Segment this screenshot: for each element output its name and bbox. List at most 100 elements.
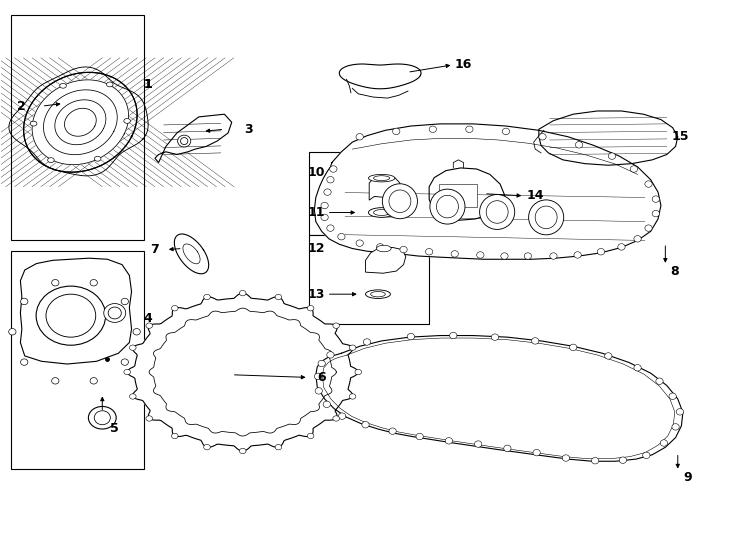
Ellipse shape: [308, 306, 314, 311]
Ellipse shape: [129, 345, 136, 350]
Ellipse shape: [634, 364, 642, 371]
Ellipse shape: [535, 206, 557, 228]
Ellipse shape: [330, 166, 337, 172]
Ellipse shape: [608, 153, 616, 159]
Ellipse shape: [474, 441, 482, 447]
Ellipse shape: [570, 344, 577, 350]
Ellipse shape: [374, 210, 390, 215]
Ellipse shape: [502, 128, 509, 134]
Polygon shape: [369, 176, 400, 200]
Ellipse shape: [653, 211, 659, 217]
Ellipse shape: [645, 181, 653, 187]
Ellipse shape: [389, 428, 396, 434]
Text: 6: 6: [317, 371, 326, 384]
Ellipse shape: [124, 118, 131, 123]
Ellipse shape: [30, 121, 37, 126]
Text: 14: 14: [526, 190, 544, 202]
Ellipse shape: [349, 345, 356, 350]
Text: 10: 10: [307, 166, 324, 179]
Ellipse shape: [321, 202, 328, 209]
Text: 15: 15: [671, 130, 688, 143]
Ellipse shape: [533, 449, 540, 456]
Ellipse shape: [486, 201, 508, 223]
Ellipse shape: [239, 291, 246, 296]
Polygon shape: [43, 90, 117, 154]
Ellipse shape: [146, 323, 153, 328]
Ellipse shape: [204, 294, 210, 300]
Ellipse shape: [275, 294, 282, 300]
Ellipse shape: [377, 244, 384, 250]
Ellipse shape: [619, 457, 627, 463]
Ellipse shape: [59, 83, 66, 88]
Ellipse shape: [377, 245, 391, 252]
Text: 1: 1: [143, 78, 152, 91]
Ellipse shape: [106, 82, 113, 87]
Text: 3: 3: [244, 123, 252, 136]
Ellipse shape: [356, 133, 363, 140]
Text: 2: 2: [18, 100, 26, 113]
Ellipse shape: [318, 360, 325, 367]
Bar: [11, 15, 144, 240]
Ellipse shape: [429, 126, 437, 132]
Text: 12: 12: [307, 242, 324, 255]
Ellipse shape: [133, 328, 140, 335]
Text: 9: 9: [683, 471, 691, 484]
Ellipse shape: [94, 411, 110, 425]
Text: 11: 11: [307, 206, 324, 219]
Ellipse shape: [597, 248, 605, 255]
Ellipse shape: [327, 352, 334, 358]
Ellipse shape: [669, 393, 676, 400]
Ellipse shape: [178, 135, 191, 147]
Ellipse shape: [48, 158, 54, 163]
Ellipse shape: [9, 328, 16, 335]
Ellipse shape: [446, 437, 453, 444]
Ellipse shape: [46, 294, 95, 337]
Ellipse shape: [451, 251, 459, 257]
Bar: [308, 152, 429, 235]
Text: 1: 1: [143, 78, 152, 91]
Ellipse shape: [504, 445, 511, 451]
Ellipse shape: [643, 452, 650, 458]
Ellipse shape: [51, 377, 59, 384]
Ellipse shape: [524, 253, 531, 259]
Ellipse shape: [338, 233, 345, 240]
Polygon shape: [316, 335, 683, 461]
Ellipse shape: [656, 378, 663, 384]
Ellipse shape: [124, 369, 131, 375]
Ellipse shape: [368, 208, 395, 218]
Ellipse shape: [368, 174, 395, 182]
Ellipse shape: [366, 290, 390, 299]
Ellipse shape: [501, 253, 508, 259]
Ellipse shape: [631, 166, 638, 172]
Ellipse shape: [356, 240, 363, 246]
Polygon shape: [429, 168, 504, 220]
Ellipse shape: [450, 332, 457, 339]
Ellipse shape: [21, 298, 28, 305]
Ellipse shape: [416, 433, 424, 440]
Polygon shape: [539, 111, 677, 165]
Ellipse shape: [400, 246, 407, 253]
Ellipse shape: [146, 416, 153, 421]
Polygon shape: [339, 64, 421, 89]
Polygon shape: [55, 100, 106, 145]
Ellipse shape: [393, 128, 400, 134]
Polygon shape: [314, 124, 661, 259]
Ellipse shape: [653, 196, 659, 202]
Ellipse shape: [574, 252, 581, 258]
Ellipse shape: [315, 388, 322, 394]
Ellipse shape: [476, 252, 484, 258]
Ellipse shape: [204, 444, 210, 450]
Ellipse shape: [349, 394, 356, 399]
Ellipse shape: [672, 424, 679, 430]
Ellipse shape: [437, 195, 459, 218]
Ellipse shape: [660, 440, 667, 446]
Ellipse shape: [36, 286, 106, 345]
Ellipse shape: [562, 455, 570, 461]
Ellipse shape: [618, 244, 625, 250]
Ellipse shape: [374, 176, 390, 180]
Ellipse shape: [430, 189, 465, 224]
Ellipse shape: [333, 416, 339, 421]
Polygon shape: [175, 234, 208, 274]
Ellipse shape: [382, 184, 418, 219]
Bar: [308, 235, 429, 323]
